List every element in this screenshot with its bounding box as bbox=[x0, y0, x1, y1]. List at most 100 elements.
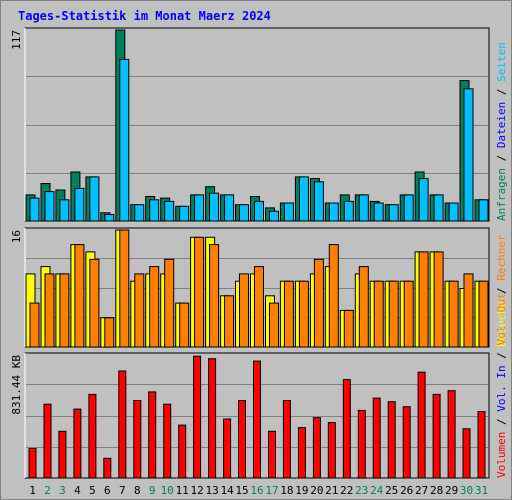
y-axis-max-label: 831.44 KB bbox=[10, 355, 23, 415]
bar-rechner-day-18 bbox=[283, 280, 294, 348]
day-label-15: 15 bbox=[235, 484, 248, 497]
bar-dateien-day-9 bbox=[149, 199, 160, 222]
bar-volumen-day-3 bbox=[58, 430, 67, 479]
day-label-16: 16 bbox=[250, 484, 263, 497]
bar-rechner-day-16 bbox=[254, 266, 264, 348]
bar-rechner-day-14 bbox=[224, 295, 235, 348]
day-label-2: 2 bbox=[44, 484, 51, 497]
bar-rechner-day-30 bbox=[463, 273, 474, 348]
day-label-14: 14 bbox=[220, 484, 234, 497]
bar-volumen-day-22 bbox=[342, 379, 351, 479]
bar-dateien-day-4 bbox=[74, 187, 85, 222]
bar-dateien-day-7 bbox=[119, 58, 130, 222]
bar-volumen-day-26 bbox=[402, 406, 411, 479]
y-axis-max-label: 16 bbox=[10, 230, 23, 243]
bar-volumen-day-31 bbox=[477, 411, 486, 479]
bar-dateien-day-17 bbox=[269, 210, 279, 222]
bar-rechner-day-22 bbox=[343, 309, 354, 348]
bar-volumen-day-16 bbox=[253, 360, 261, 479]
bar-rechner-day-26 bbox=[403, 280, 414, 348]
bar-rechner-day-13 bbox=[209, 244, 220, 348]
day-label-5: 5 bbox=[89, 484, 96, 497]
bar-volumen-day-13 bbox=[208, 358, 217, 479]
bar-volumen-day-11 bbox=[178, 424, 187, 479]
bar-rechner-day-15 bbox=[239, 273, 249, 348]
bar-dateien-day-11 bbox=[179, 205, 190, 222]
bar-dateien-day-28 bbox=[433, 194, 444, 222]
bar-volumen-day-27 bbox=[417, 371, 426, 479]
day-label-22: 22 bbox=[340, 484, 353, 497]
bar-rechner-day-20 bbox=[313, 258, 324, 348]
legend-seiten: Seiten bbox=[495, 42, 508, 82]
day-label-28: 28 bbox=[430, 484, 443, 497]
day-label-6: 6 bbox=[104, 484, 111, 497]
bar-dateien-day-25 bbox=[388, 204, 399, 222]
bar-rechner-day-1 bbox=[29, 302, 40, 348]
legend-besuche: Besuche bbox=[495, 301, 508, 347]
bar-volumen-day-23 bbox=[357, 409, 366, 479]
bar-rechner-day-9 bbox=[149, 266, 160, 348]
bar-rechner-day-8 bbox=[134, 273, 145, 348]
bar-rechner-day-6 bbox=[104, 317, 115, 348]
day-label-18: 18 bbox=[280, 484, 293, 497]
bar-volumen-day-7 bbox=[118, 370, 127, 479]
bar-rechner-day-29 bbox=[448, 280, 459, 348]
day-label-3: 3 bbox=[59, 484, 66, 497]
bar-volumen-day-15 bbox=[238, 400, 246, 479]
bar-dateien-day-12 bbox=[194, 194, 205, 222]
right-legend: Volumen / Vol. In / Vol. Out bbox=[495, 293, 508, 478]
legend-anfragen: Anfragen bbox=[495, 168, 508, 221]
bar-dateien-day-24 bbox=[373, 202, 384, 222]
bar-dateien-day-10 bbox=[164, 200, 175, 222]
legend-volumen: Volumen bbox=[495, 432, 508, 478]
day-label-26: 26 bbox=[400, 484, 413, 497]
bar-rechner-day-3 bbox=[59, 273, 70, 348]
legend-separator: / bbox=[495, 281, 508, 301]
bar-dateien-day-3 bbox=[59, 199, 70, 222]
bar-volumen-day-8 bbox=[133, 400, 142, 479]
day-label-8: 8 bbox=[134, 484, 141, 497]
bar-dateien-day-30 bbox=[463, 88, 474, 222]
bar-rechner-day-11 bbox=[179, 302, 190, 348]
legend-vol--in: Vol. In bbox=[495, 365, 508, 411]
right-legend: Anfragen / Dateien / Seiten bbox=[495, 42, 508, 221]
day-label-12: 12 bbox=[190, 484, 203, 497]
legend-separator: / bbox=[495, 148, 508, 168]
bar-volumen-day-21 bbox=[327, 422, 336, 479]
bar-dateien-day-21 bbox=[328, 202, 339, 222]
legend-separator: / bbox=[495, 82, 508, 102]
bar-volumen-day-4 bbox=[73, 408, 82, 479]
bar-dateien-day-15 bbox=[239, 204, 249, 222]
day-label-21: 21 bbox=[325, 484, 338, 497]
bar-volumen-day-18 bbox=[282, 400, 291, 479]
bar-volumen-day-9 bbox=[148, 391, 157, 479]
bar-dateien-day-14 bbox=[224, 194, 235, 222]
day-label-17: 17 bbox=[265, 484, 278, 497]
bar-rechner-day-7 bbox=[119, 229, 130, 348]
day-label-13: 13 bbox=[205, 484, 218, 497]
legend-vol--out: Vol. Out bbox=[495, 293, 508, 346]
bar-volumen-day-29 bbox=[447, 390, 456, 479]
day-label-9: 9 bbox=[149, 484, 156, 497]
day-label-19: 19 bbox=[295, 484, 308, 497]
chart-title: Tages-Statistik im Monat Maerz 2024 bbox=[18, 9, 271, 23]
day-label-1: 1 bbox=[29, 484, 36, 497]
bar-rechner-day-4 bbox=[74, 244, 85, 348]
bar-rechner-day-31 bbox=[478, 280, 489, 348]
bar-dateien-day-8 bbox=[134, 204, 145, 222]
bar-volumen-day-6 bbox=[103, 457, 112, 479]
bar-dateien-day-1 bbox=[29, 197, 40, 222]
day-label-4: 4 bbox=[74, 484, 81, 497]
plot-area bbox=[24, 27, 490, 222]
day-label-25: 25 bbox=[385, 484, 398, 497]
bar-rechner-day-25 bbox=[388, 280, 399, 348]
bar-dateien-day-2 bbox=[44, 191, 55, 222]
bar-rechner-day-23 bbox=[358, 266, 369, 348]
bar-rechner-day-27 bbox=[418, 251, 429, 348]
day-label-31: 31 bbox=[475, 484, 488, 497]
bar-volumen-day-10 bbox=[163, 403, 172, 479]
chart-panel-1: 117 Anfragen / Dateien / Seiten bbox=[10, 27, 508, 222]
bar-volumen-day-5 bbox=[88, 393, 97, 479]
